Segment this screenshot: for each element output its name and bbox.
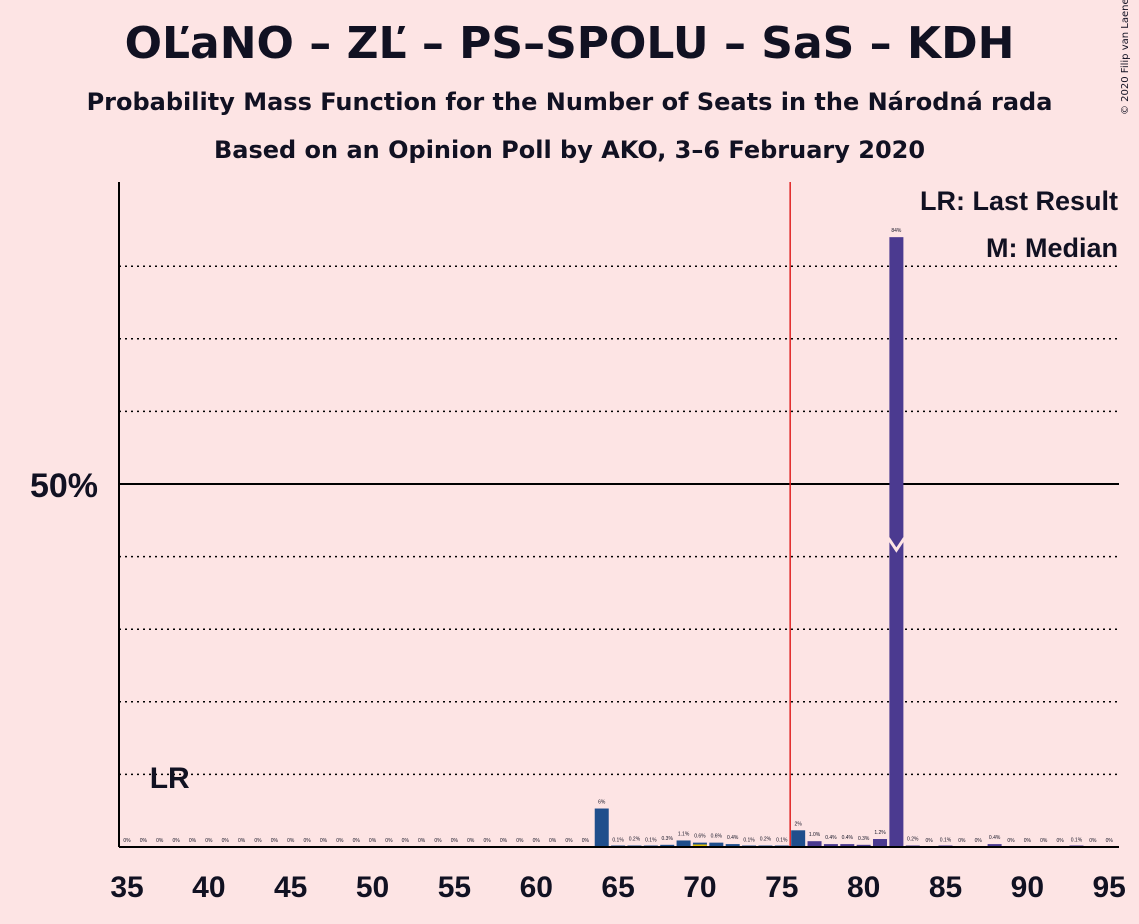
data-label-75: 0.1% — [776, 837, 788, 843]
x-tick-label: 95 — [1093, 871, 1126, 904]
data-label-70: 0.6% — [694, 834, 706, 840]
data-label-56: 0% — [467, 838, 475, 844]
data-label-63: 0% — [582, 838, 590, 844]
bar-68 — [660, 844, 675, 847]
data-label-57: 0% — [484, 838, 492, 844]
data-label-47: 0% — [320, 838, 328, 844]
bar-76 — [791, 830, 806, 847]
last-result-marker: LR — [150, 762, 190, 795]
data-label-81: 1.2% — [874, 830, 886, 836]
x-tick-label: 45 — [274, 871, 307, 904]
data-label-73: 0.1% — [743, 837, 755, 843]
data-label-40: 0% — [205, 838, 213, 844]
x-tick-label: 90 — [1011, 871, 1044, 904]
data-label-38: 0% — [172, 838, 180, 844]
data-label-52: 0% — [402, 838, 410, 844]
legend-median: M: Median — [986, 233, 1118, 263]
data-label-88: 0.4% — [989, 835, 1001, 841]
median-marker — [887, 537, 906, 553]
data-label-79: 0.4% — [842, 835, 854, 841]
x-tick-label: 55 — [438, 871, 471, 904]
x-tick-label: 65 — [601, 871, 634, 904]
data-label-84: 0% — [926, 838, 934, 844]
x-tick-label: 75 — [765, 871, 798, 904]
data-label-53: 0% — [418, 838, 426, 844]
data-label-48: 0% — [336, 838, 344, 844]
data-label-45: 0% — [287, 838, 295, 844]
x-tick-label: 40 — [192, 871, 225, 904]
data-label-91: 0% — [1040, 838, 1048, 844]
data-label-64: 6% — [598, 800, 606, 806]
bar-70-highlight — [692, 844, 707, 847]
data-label-90: 0% — [1024, 838, 1032, 844]
bar-77 — [807, 841, 822, 847]
data-label-68: 0.3% — [662, 836, 674, 842]
x-tick-label: 50 — [356, 871, 389, 904]
data-label-65: 0.1% — [612, 837, 624, 843]
bar-64 — [594, 808, 609, 847]
data-label-67: 0.1% — [645, 837, 657, 843]
data-label-59: 0% — [516, 838, 524, 844]
data-label-92: 0% — [1056, 838, 1064, 844]
data-label-77: 1.0% — [809, 832, 821, 838]
bar-81 — [873, 839, 888, 847]
data-label-46: 0% — [303, 838, 311, 844]
data-label-76: 2% — [795, 821, 803, 827]
data-label-86: 0% — [958, 838, 966, 844]
chart-title: OĽaNO – ZĽ – PS–SPOLU – SaS – KDH — [124, 18, 1015, 69]
data-label-50: 0% — [369, 838, 377, 844]
data-label-94: 0% — [1089, 838, 1097, 844]
data-label-51: 0% — [385, 838, 393, 844]
data-label-43: 0% — [254, 838, 262, 844]
data-label-78: 0.4% — [825, 835, 837, 841]
data-label-54: 0% — [434, 838, 442, 844]
data-label-58: 0% — [500, 838, 508, 844]
data-label-35: 0% — [123, 838, 131, 844]
data-label-82: 84% — [891, 228, 902, 234]
data-label-72: 0.4% — [727, 835, 739, 841]
data-label-49: 0% — [353, 838, 361, 844]
data-label-89: 0% — [1007, 838, 1015, 844]
data-label-71: 0.6% — [711, 834, 723, 840]
data-label-61: 0% — [549, 838, 557, 844]
bar-88 — [987, 844, 1002, 847]
bar-82 — [889, 237, 904, 847]
data-label-55: 0% — [451, 838, 459, 844]
bar-71 — [709, 842, 724, 847]
data-label-87: 0% — [975, 838, 983, 844]
data-label-37: 0% — [156, 838, 164, 844]
y-tick-label: 50% — [30, 467, 98, 505]
bar-72 — [725, 844, 740, 847]
legend-last-result: LR: Last Result — [920, 186, 1118, 216]
data-label-44: 0% — [271, 838, 279, 844]
x-tick-label: 80 — [847, 871, 880, 904]
chart-subtitle: Probability Mass Function for the Number… — [86, 88, 1053, 116]
x-tick-label: 70 — [683, 871, 716, 904]
data-label-39: 0% — [189, 838, 197, 844]
x-tick-label: 35 — [110, 871, 143, 904]
data-label-69: 1.1% — [678, 831, 690, 837]
chart-poll-info: Based on an Opinion Poll by AKO, 3–6 Feb… — [213, 136, 926, 164]
data-label-60: 0% — [533, 838, 541, 844]
data-label-66: 0.2% — [629, 837, 641, 843]
data-label-36: 0% — [140, 838, 148, 844]
data-label-95: 0% — [1106, 838, 1114, 844]
bar-79 — [840, 844, 855, 847]
data-label-85: 0.1% — [940, 837, 952, 843]
data-label-62: 0% — [565, 838, 573, 844]
data-label-42: 0% — [238, 838, 246, 844]
bar-78 — [823, 844, 838, 847]
bar-69 — [676, 840, 691, 847]
x-tick-label: 85 — [929, 871, 962, 904]
bar-80 — [856, 844, 871, 847]
x-tick-label: 60 — [520, 871, 553, 904]
data-label-80: 0.3% — [858, 836, 870, 842]
data-label-41: 0% — [222, 838, 230, 844]
data-label-74: 0.2% — [760, 837, 772, 843]
data-label-83: 0.2% — [907, 837, 919, 843]
data-label-93: 0.1% — [1071, 837, 1083, 843]
